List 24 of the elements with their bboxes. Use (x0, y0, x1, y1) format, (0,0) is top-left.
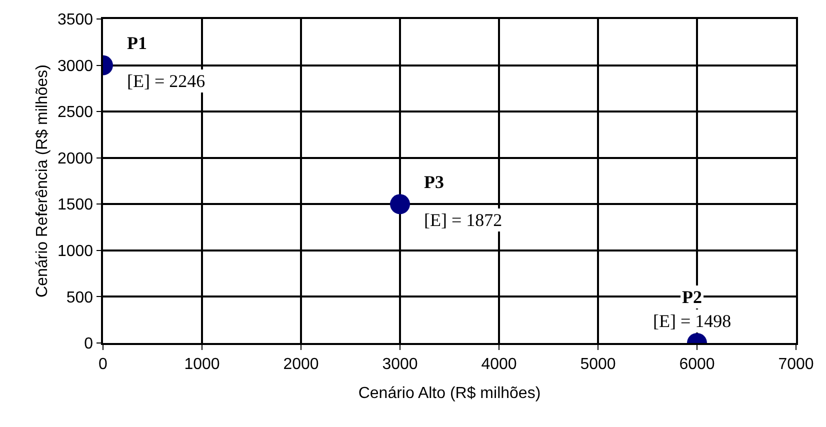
annotation: [E] = 1872 (424, 210, 502, 230)
x-axis-title: Cenário Alto (R$ milhões) (358, 385, 541, 402)
x-tick-label: 6000 (679, 356, 715, 373)
y-tick-label: 3000 (57, 58, 94, 75)
annotation: P1 (127, 33, 147, 53)
y-tick-label: 1000 (57, 243, 94, 260)
x-tick-label: 0 (98, 356, 108, 373)
x-tick-label: 5000 (580, 356, 616, 373)
annotation: P2 (682, 287, 702, 307)
x-tick-label: 2000 (283, 356, 319, 373)
y-tick-label: 2500 (57, 104, 94, 122)
x-tick-label: 4000 (481, 356, 517, 373)
x-tick-label: 3000 (382, 356, 418, 373)
annotation: [E] = 1498 (653, 311, 732, 331)
x-tick-label: 7000 (778, 356, 814, 373)
annotation: [E] = 2246 (127, 71, 206, 91)
y-tick-label: 0 (84, 336, 94, 353)
y-tick-label: 3500 (57, 12, 94, 29)
y-axis-title: Cenário Referência (R$ milhões) (34, 64, 51, 298)
x-tick-label: 1000 (184, 356, 220, 373)
y-tick-label: 500 (66, 289, 94, 306)
annotation: P3 (424, 172, 444, 192)
y-tick-label: 1500 (57, 196, 94, 214)
y-tick-label: 2000 (57, 150, 94, 168)
